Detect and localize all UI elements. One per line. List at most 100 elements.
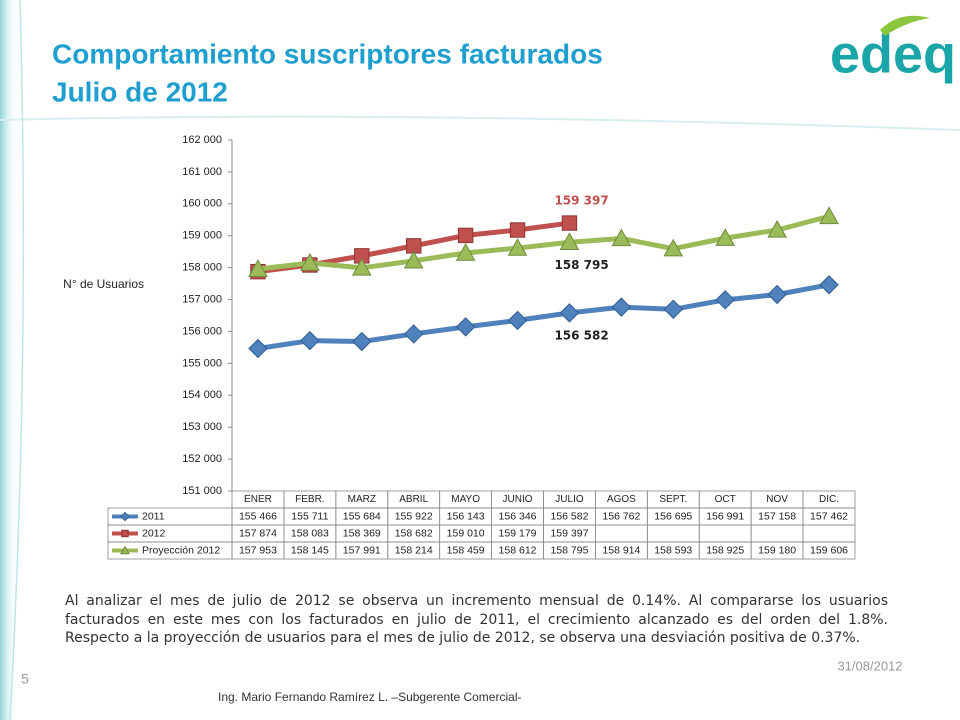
marker	[300, 252, 320, 271]
table-value: 156 991	[706, 510, 744, 522]
marker	[715, 290, 735, 310]
data-label: 159 397	[554, 194, 608, 208]
y-tick-label: 162 000	[182, 134, 222, 146]
decoration-curve	[9, 0, 25, 720]
marker	[457, 227, 474, 244]
legend-label: Proyección 2012	[142, 544, 220, 556]
table-value: 158 682	[395, 527, 433, 539]
table-value: 158 612	[499, 544, 537, 556]
paragraph: Al analizar el mes de julio de 2012 se o…	[65, 593, 888, 646]
table-cell	[750, 524, 804, 543]
marker	[559, 232, 580, 250]
decoration-curve	[0, 115, 960, 131]
table-value: 158 593	[654, 544, 692, 556]
marker	[351, 257, 372, 276]
table-cell	[595, 524, 648, 543]
footer: Ing. Mario Fernando Ramírez L. –Subgeren…	[218, 690, 521, 704]
legend-marker	[121, 529, 129, 538]
table-value: 157 462	[810, 510, 848, 522]
marker	[455, 242, 476, 261]
x-tick-label: OCT	[715, 494, 736, 505]
series-line	[257, 213, 830, 272]
table-value: 157 953	[239, 544, 277, 556]
table-value: 157 158	[758, 510, 796, 522]
table-value: 158 214	[395, 544, 433, 556]
table-value: 158 083	[291, 527, 329, 539]
x-tick-label: ABRIL	[399, 494, 428, 505]
y-tick-label: 152 000	[182, 453, 222, 465]
x-tick-label: FEBR.	[295, 494, 324, 505]
subtitle: Julio de 2012	[52, 76, 228, 107]
y-tick-label: 155 000	[182, 357, 222, 369]
series-line	[257, 282, 830, 351]
table-value: 159 397	[550, 527, 588, 539]
table-value: 158 459	[447, 544, 485, 556]
table-value: 156 582	[550, 510, 588, 522]
table-value: 159 180	[758, 544, 796, 556]
title: Comportamiento suscriptores facturados	[52, 38, 603, 69]
marker	[352, 331, 372, 352]
marker	[663, 238, 684, 257]
marker	[507, 310, 528, 331]
y-tick-label: 160 000	[182, 198, 222, 210]
marker	[611, 228, 632, 247]
table-value: 156 762	[602, 510, 640, 522]
table-value: 157 991	[343, 544, 381, 556]
y-tick-label: 161 000	[182, 166, 222, 178]
y-tick-label: 151 000	[182, 485, 222, 497]
marker	[767, 284, 787, 305]
table-value: 158 145	[291, 544, 329, 556]
table-value: 157 874	[239, 527, 277, 539]
data-label: 156 582	[554, 328, 608, 342]
data-label: 158 795	[554, 258, 608, 272]
marker	[715, 228, 736, 246]
marker	[507, 238, 528, 256]
x-tick-label: NOV	[766, 494, 788, 505]
y-tick-label: 156 000	[182, 325, 222, 337]
table-value: 158 914	[602, 544, 640, 556]
marker	[663, 299, 683, 319]
legend-label: 2012	[142, 527, 166, 539]
x-tick-label: DIC.	[819, 494, 839, 505]
marker	[248, 338, 268, 359]
table-value: 156 695	[654, 510, 692, 522]
table-cell	[698, 524, 752, 543]
x-tick-label: AGOS	[607, 494, 636, 505]
table-cell	[802, 541, 856, 560]
table-value: 156 143	[447, 510, 485, 522]
x-tick-label: SEPT.	[659, 494, 687, 505]
legend-marker	[120, 511, 130, 522]
table-value: 155 711	[291, 510, 328, 522]
logo-leaf	[880, 15, 930, 36]
table-cell	[646, 524, 700, 543]
logo: edeq	[830, 24, 956, 84]
page-number: 5	[21, 671, 29, 687]
table-value: 158 925	[706, 544, 744, 556]
table-cell	[802, 524, 856, 543]
date: 31/08/2012	[837, 658, 902, 673]
marker	[455, 317, 476, 337]
marker	[300, 330, 320, 351]
table-value: 158 369	[343, 527, 381, 539]
table-value: 155 466	[239, 510, 277, 522]
table-value: 155 684	[343, 510, 381, 522]
table-value: 158 795	[550, 544, 588, 556]
marker	[403, 250, 424, 269]
edge-decoration	[0, 0, 18, 720]
y-tick-label: 153 000	[182, 421, 222, 433]
table-value: 159 010	[447, 527, 485, 539]
y-tick-label: 158 000	[182, 262, 222, 274]
x-tick-label: MARZ	[348, 494, 376, 505]
y-tick-label: 157 000	[182, 293, 222, 305]
marker	[611, 297, 632, 317]
x-tick-label: JULIO	[555, 494, 584, 505]
marker	[819, 275, 839, 295]
x-tick-label: MAYO	[451, 494, 480, 505]
y-axis-label: N° de Usuarios	[63, 277, 144, 291]
marker	[561, 215, 578, 231]
marker	[767, 219, 787, 238]
legend-label: 2011	[142, 510, 165, 522]
legend-marker	[120, 545, 130, 555]
